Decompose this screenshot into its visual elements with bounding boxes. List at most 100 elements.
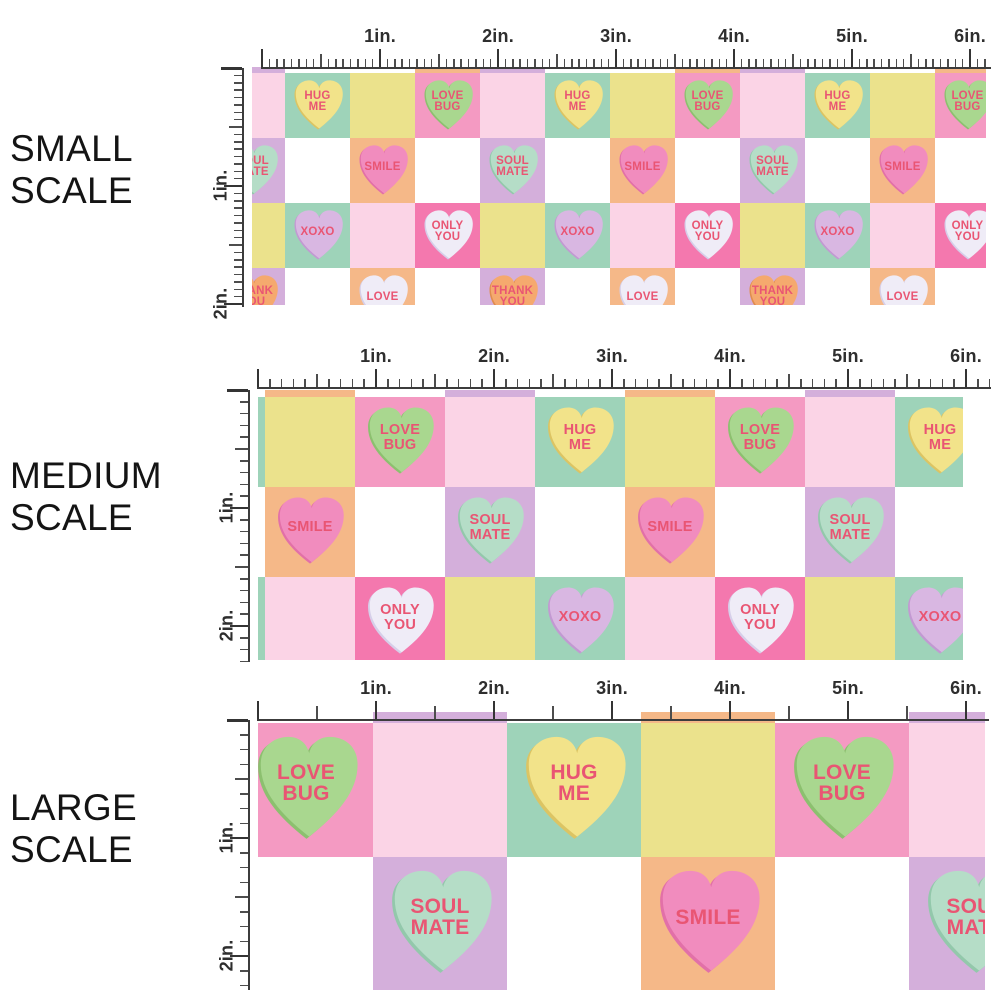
ruler-tick	[234, 104, 242, 106]
heart-text: LOVE BUG	[791, 736, 894, 844]
ruler-tick	[512, 59, 514, 67]
heart-text-line: YOU	[759, 296, 786, 305]
heart-shape-icon	[554, 209, 603, 260]
ruler-inch-label: 5in.	[832, 678, 864, 698]
ruler-tick	[941, 379, 944, 387]
heart-text-line: LOVE	[739, 422, 781, 439]
heart-shape-icon	[818, 497, 884, 564]
ruler-tick	[363, 379, 365, 387]
ruler-tick	[316, 374, 318, 387]
heart-text-line: BUG	[954, 101, 981, 114]
ruler-tick	[327, 59, 330, 67]
heart-text: LOVE	[618, 275, 668, 306]
ruler-tick	[880, 59, 883, 67]
ruler-tick	[240, 881, 248, 883]
ruler-tick	[234, 214, 242, 217]
pattern-row-sliver	[545, 67, 611, 73]
ruler-tick	[964, 701, 968, 719]
heart-text: HUG ME	[293, 80, 343, 132]
ruler-tick	[240, 925, 248, 928]
ruler-tick	[929, 379, 932, 387]
heart-text: XOXO	[553, 210, 603, 262]
heart-text-line: BUG	[743, 436, 777, 453]
ruler-tick	[585, 59, 588, 67]
pattern-cell	[507, 857, 642, 990]
heart-text-line: LOVE	[951, 89, 984, 102]
candy-heart-hugme: HUG ME	[523, 736, 626, 844]
ruler-tick	[917, 59, 920, 67]
ruler-tick	[374, 701, 378, 719]
pattern-cell	[545, 138, 611, 204]
ruler-tick	[799, 59, 802, 67]
ruler-inch-label: 3in.	[596, 678, 628, 698]
ruler-tick	[984, 59, 986, 67]
ruler-tick	[230, 506, 248, 510]
ruler-tick	[728, 369, 732, 387]
ruler-tick	[240, 940, 248, 942]
pattern-cell	[545, 268, 611, 305]
heart-text: HUG ME	[523, 736, 626, 844]
heart-text-line: SMILE	[884, 160, 921, 173]
ruler-inch-label: 5in.	[836, 26, 868, 46]
ruler-tick	[843, 59, 846, 67]
ruler-tick	[234, 200, 242, 202]
candy-heart-onlyyou: ONLY YOU	[423, 209, 473, 262]
ruler-tick	[711, 59, 713, 67]
ruler-tick	[988, 379, 991, 387]
heart-text-line: ME	[568, 436, 592, 453]
ruler-tick	[235, 896, 248, 898]
heart-text-line: SMILE	[364, 160, 401, 173]
candy-heart-hugme: HUG ME	[546, 407, 614, 477]
heart-shape-icon	[359, 144, 408, 195]
ruler-tick	[873, 59, 875, 67]
ruler-tick	[489, 59, 492, 67]
section-label-medium: MEDIUM SCALE	[10, 455, 162, 539]
candy-heart-hugme: HUG ME	[553, 79, 603, 132]
pattern-row-sliver	[285, 67, 351, 73]
heart-text: LOVE BUG	[423, 80, 473, 132]
heart-shape-icon	[793, 736, 894, 839]
ruler-tick	[599, 379, 601, 387]
pattern-cell	[252, 203, 286, 269]
ruler-tick	[229, 126, 242, 128]
ruler-tick	[234, 229, 242, 231]
ruler-tick	[357, 59, 359, 67]
ruler-tick	[423, 59, 425, 67]
ruler-tick	[823, 379, 826, 387]
ruler-tick	[895, 59, 897, 67]
ruler-tick	[505, 379, 507, 387]
ruler-tick	[240, 412, 248, 415]
ruler-tick	[728, 701, 732, 719]
pattern-cell	[445, 397, 536, 488]
pattern-cell	[285, 268, 351, 305]
ruler-baseline	[248, 720, 250, 990]
ruler-inch-label: 4in.	[714, 678, 746, 698]
heart-shape-icon	[814, 79, 863, 130]
ruler-tick	[829, 59, 831, 67]
heart-text: LOVE BUG	[366, 407, 434, 477]
pattern-cell	[350, 73, 416, 139]
candy-heart-lovebug: LOVE BUG	[258, 736, 358, 844]
heart-text-line: THANK	[491, 284, 534, 297]
ruler-tick	[227, 718, 248, 722]
candy-heart-hugme: HUG ME	[813, 79, 863, 132]
ruler-tick	[240, 471, 248, 474]
pattern-cell	[740, 73, 806, 139]
ruler-tick	[234, 192, 242, 195]
heart-text-line: MATE	[756, 166, 789, 179]
heart-shape-icon	[252, 274, 278, 305]
heart-text: LOVE BUG	[683, 80, 733, 132]
ruler-tick	[224, 184, 242, 188]
candy-heart-smile: SMILE	[636, 497, 704, 567]
candy-heart-smile: SMILE	[878, 144, 928, 197]
ruler-tick	[646, 379, 649, 387]
ruler-inch-label: 6in.	[950, 346, 982, 366]
heart-text-line: XOXO	[820, 225, 855, 238]
candy-heart-xoxo: XOXO	[293, 209, 343, 262]
candy-heart-lovebug: LOVE BUG	[943, 79, 986, 132]
ruler-tick	[541, 59, 543, 67]
ruler-tick	[408, 59, 411, 67]
